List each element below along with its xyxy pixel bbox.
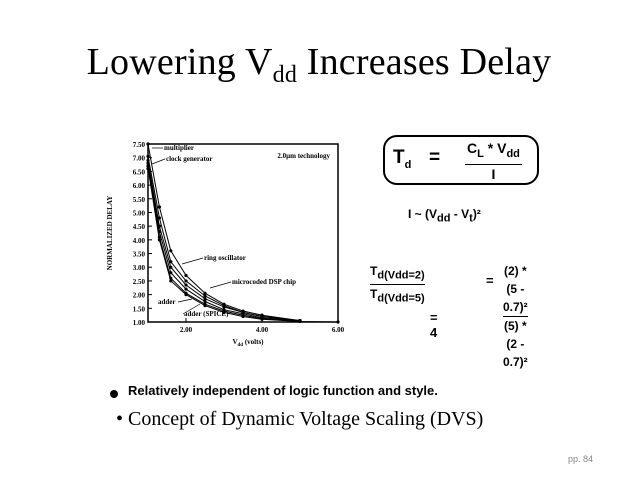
data-point — [146, 154, 150, 158]
series-label: ring oscillator — [204, 254, 246, 262]
slide-title: Lowering Vdd Increases Delay — [0, 40, 638, 89]
y-tick-label: 5.50 — [133, 196, 146, 204]
ratio-denominator: Td(Vdd=5) — [370, 287, 425, 305]
bullet-independent: Relatively independent of logic function… — [110, 383, 438, 398]
label-leader-line — [209, 281, 232, 289]
ratio-lhs: Td(Vdd=2) Td(Vdd=5) — [370, 262, 425, 308]
ratio-rhs-numerator: (2) * (5 - 0.7)² — [503, 262, 528, 317]
y-tick-label: 3.00 — [133, 264, 146, 272]
data-point — [241, 314, 245, 319]
ratio-numerator: Td(Vdd=2) — [370, 262, 425, 286]
data-point — [260, 317, 264, 321]
series-line — [147, 143, 301, 322]
y-tick-label: 5.00 — [133, 209, 146, 217]
technology-annotation: 2.0µm technology — [277, 152, 330, 160]
data-point — [184, 279, 188, 283]
title-rest: Increases Delay — [297, 41, 552, 83]
title-main: Lowering V — [86, 41, 273, 83]
series-line — [147, 163, 301, 322]
data-point — [146, 142, 150, 146]
x-tick-label: 6.00 — [332, 326, 345, 334]
y-tick-label: 1.00 — [133, 319, 146, 327]
y-tick-label: 2.50 — [133, 278, 146, 286]
bullet-dvs: • Concept of Dynamic Voltage Scaling (DV… — [116, 408, 484, 430]
data-point — [146, 161, 150, 165]
delay-fraction: CL * Vdd I — [465, 139, 522, 184]
y-tick-label: 6.00 — [133, 182, 146, 190]
data-point — [336, 320, 340, 324]
td-symbol: Td — [393, 147, 412, 171]
data-point — [184, 293, 188, 297]
delay-numerator: CL * Vdd — [465, 139, 522, 165]
delay-chart: 1.00 1.50 2.00 2.50 3.00 3.50 4.00 4.50 5.00 5.50… — [106, 141, 345, 348]
label-leader-line — [181, 257, 204, 265]
series-label: multiplier — [164, 144, 194, 152]
data-point — [146, 164, 150, 168]
data-point — [169, 249, 173, 253]
ratio-rhs-denominator: (5) * (2 - 0.7)² — [503, 319, 528, 369]
data-point — [298, 319, 302, 324]
data-point — [203, 291, 207, 295]
current-formula: I ~ (Vdd - Vt)² — [408, 207, 481, 225]
data-point — [184, 273, 188, 278]
data-point — [169, 279, 173, 283]
series-label: adder — [158, 298, 176, 306]
label-leader-line — [151, 158, 166, 165]
data-point — [203, 299, 207, 304]
bullet-dot-icon — [110, 390, 118, 398]
data-point — [222, 310, 226, 315]
data-point — [157, 205, 161, 209]
data-point — [146, 167, 150, 171]
ratio-result: = 4 — [430, 310, 438, 340]
data-point — [157, 238, 161, 242]
data-point — [146, 158, 150, 163]
plot-frame — [147, 143, 339, 323]
title-subscript: dd — [272, 62, 298, 88]
ratio-rhs: (2) * (5 - 0.7)² (5) * (2 - 0.7)² — [503, 262, 528, 371]
data-point — [184, 283, 188, 287]
data-point — [203, 303, 207, 308]
bullet-independent-text: Relatively independent of logic function… — [128, 383, 438, 398]
series-line — [147, 156, 301, 322]
data-point — [184, 287, 188, 291]
x-tick-label: 2.00 — [180, 326, 193, 334]
data-point — [222, 305, 226, 309]
label-leader-line — [182, 303, 201, 315]
series-label: microcoded DSP chip — [232, 278, 296, 286]
data-point — [203, 297, 207, 301]
y-tick-label: 4.50 — [133, 223, 146, 231]
page-number: pp. 84 — [568, 454, 594, 464]
x-tick-label: 4.00 — [256, 326, 269, 334]
delay-formula-box: Td = CL * Vdd I — [383, 135, 539, 185]
data-point — [203, 294, 207, 298]
y-tick-label: 6.50 — [133, 168, 146, 176]
series-line — [147, 168, 339, 323]
y-tick-label: 4.00 — [133, 237, 146, 245]
y-tick-label: 1.50 — [133, 305, 146, 313]
y-tick-label: 2.00 — [133, 292, 146, 300]
y-tick-label: 7.50 — [133, 141, 146, 149]
x-axis-label: Vdd (volts) — [232, 338, 264, 348]
series-label: clock generator — [166, 155, 212, 163]
y-axis-label: NORMALIZED DELAY — [106, 196, 114, 271]
series-line — [147, 160, 301, 322]
delay-denominator: I — [491, 165, 496, 182]
label-leader-line — [177, 298, 193, 303]
equals-sign: = — [429, 147, 441, 168]
series-label: adder (SPICE) — [184, 310, 229, 318]
y-tick-label: 3.50 — [133, 251, 146, 259]
ratio-equals: = — [486, 273, 494, 288]
y-tick-label: 7.00 — [133, 155, 146, 163]
